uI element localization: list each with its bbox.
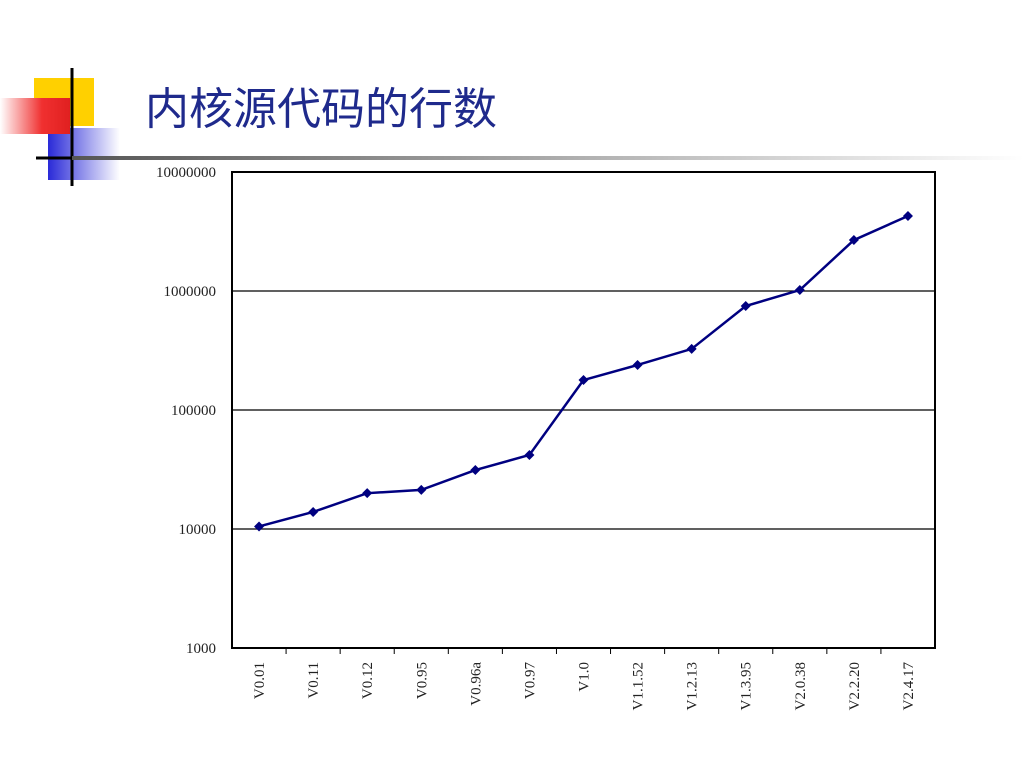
x-tick-label: V1.0 [577,662,593,692]
data-point [524,449,535,460]
data-point [632,359,643,370]
y-tick-label: 10000000 [156,165,216,181]
x-tick-label: V1.3.95 [739,662,755,710]
plot-frame [231,171,936,649]
x-tick-label: V1.1.52 [631,662,647,710]
y-tick-label: 1000000 [164,284,217,300]
x-tick-label: V0.11 [306,662,322,699]
data-point [578,375,589,386]
x-tick-label: V1.2.13 [685,662,701,710]
data-point [794,285,805,296]
data-point [416,484,427,495]
data-point [308,506,319,517]
data-point [254,521,265,532]
x-tick-label: V0.01 [252,662,268,699]
x-tick-label: V0.96a [468,662,484,706]
x-tick-label: V2.0.38 [793,662,809,710]
data-point [902,210,913,221]
data-point [848,235,859,246]
chart-title: 内核源代码的行数 [145,84,497,135]
logo [0,68,130,186]
y-tick-label: 1000 [186,641,216,657]
data-line [258,214,909,528]
x-tick-label: V0.97 [522,662,538,700]
title-rule [72,156,1024,160]
data-point [686,343,697,354]
y-tick-label: 10000 [179,522,217,538]
data-point [470,465,481,476]
x-tick-label: V0.95 [414,662,430,699]
x-tick-label: V2.4.17 [901,662,917,711]
data-point [740,301,751,312]
data-point [362,488,373,499]
x-tick-label: V0.12 [360,662,376,699]
x-tick-label: V2.2.20 [847,662,863,710]
y-tick-label: 100000 [171,403,216,419]
